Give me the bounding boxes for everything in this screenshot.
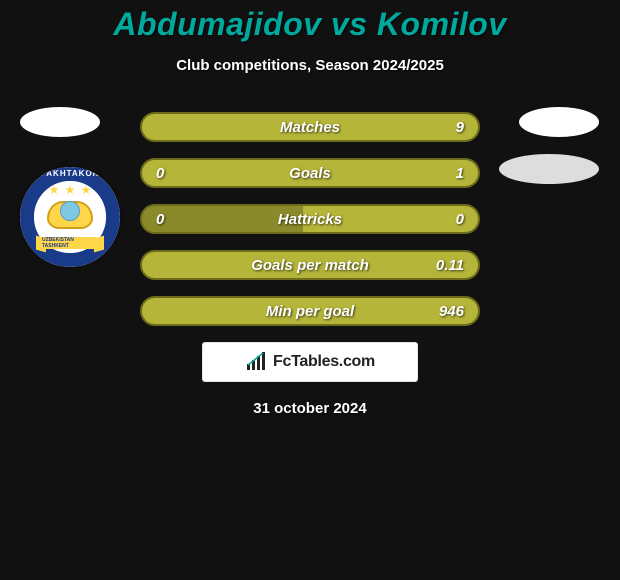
comparison-content: PAKHTAKOR UZBEKISTAN TASHKENT Matches90G… <box>0 112 620 417</box>
badge-top-text: PAKHTAKOR <box>20 169 120 178</box>
stat-label: Matches <box>206 119 414 136</box>
brand-logo[interactable]: FcTables.com <box>202 342 418 382</box>
stat-label: Goals <box>206 165 414 182</box>
stat-value-right: 946 <box>414 303 478 320</box>
club-badge-left: PAKHTAKOR UZBEKISTAN TASHKENT <box>20 167 120 267</box>
stat-label: Goals per match <box>206 257 414 274</box>
brand-text: FcTables.com <box>273 353 375 371</box>
stat-row: Goals per match0.11 <box>140 250 480 280</box>
star-icon <box>81 185 91 195</box>
club-badge-right <box>499 154 599 184</box>
player-avatar-right <box>519 107 599 137</box>
stat-value-right: 0.11 <box>414 257 478 274</box>
bar-chart-icon <box>245 352 269 372</box>
page-title: Abdumajidov vs Komilov <box>0 6 620 43</box>
badge-ribbon: UZBEKISTAN TASHKENT <box>42 237 98 249</box>
footer-date: 31 october 2024 <box>0 400 620 417</box>
star-icon <box>65 185 75 195</box>
stat-row: 0Hattricks0 <box>140 204 480 234</box>
stat-value-right: 9 <box>414 119 478 136</box>
stat-label: Min per goal <box>206 303 414 320</box>
badge-sun-icon <box>60 201 80 221</box>
stat-row: Matches9 <box>140 112 480 142</box>
badge-stars <box>49 185 91 195</box>
stat-value-left: 0 <box>142 165 206 182</box>
player-avatar-left <box>20 107 100 137</box>
stats-rows: Matches90Goals10Hattricks0Goals per matc… <box>140 112 480 326</box>
stat-value-right: 0 <box>414 211 478 228</box>
header: Abdumajidov vs Komilov Club competitions… <box>0 0 620 74</box>
stat-row: Min per goal946 <box>140 296 480 326</box>
page-subtitle: Club competitions, Season 2024/2025 <box>0 57 620 74</box>
star-icon <box>49 185 59 195</box>
stat-value-right: 1 <box>414 165 478 182</box>
stat-row: 0Goals1 <box>140 158 480 188</box>
stat-label: Hattricks <box>206 211 414 228</box>
stat-value-left: 0 <box>142 211 206 228</box>
